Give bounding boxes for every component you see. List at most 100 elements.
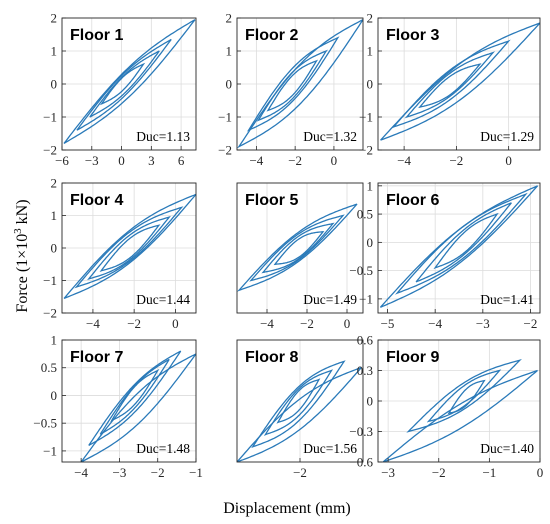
y-tick-label: −2 (218, 143, 232, 158)
hysteresis-series (379, 185, 539, 308)
ductility-label: Duc=1.40 (480, 441, 534, 456)
x-tick-label: 0 (331, 153, 338, 168)
y-tick-label: 0.5 (357, 207, 373, 222)
x-tick-label: 6 (178, 153, 185, 168)
hysteresis-loop (263, 369, 334, 436)
ductility-label: Duc=1.29 (480, 129, 534, 144)
y-tick-label: 0 (367, 77, 374, 92)
hysteresis-loop (447, 379, 486, 415)
hysteresis-loop (246, 36, 340, 132)
y-tick-label: 2 (51, 11, 58, 26)
y-tick-label: −0.5 (349, 263, 373, 278)
hysteresis-series (80, 350, 196, 462)
panel-floor-1: −6 −3 0 3 6 −2 −1 0 1 2 Floor 1 Duc=1.13 (43, 11, 197, 168)
ductility-label: Duc=1.48 (136, 441, 190, 456)
panel-floor-6: −5 −4 −3 −2 −1 −0.5 0 0.5 1 Floor 6 Duc=1.41 (349, 178, 541, 331)
hysteresis-loop (415, 202, 512, 283)
hysteresis-loop (99, 224, 161, 273)
y-tick-label: −0.3 (349, 424, 373, 439)
x-tick-label: 3 (148, 153, 155, 168)
hysteresis-loop (256, 49, 328, 122)
x-tick-label: −2 (293, 465, 307, 480)
x-tick-label: −3 (381, 465, 395, 480)
panel-title: Floor 3 (386, 27, 439, 44)
y-tick-label: −1 (359, 110, 373, 125)
y-tick-label: −1 (43, 110, 57, 125)
x-tick-label: 0 (118, 153, 125, 168)
hysteresis-loop (276, 378, 321, 424)
panel-floor-2: −4 −2 0 −2 −1 0 1 2 Floor 2 Duc=1.32 (218, 11, 364, 168)
ductility-label: Duc=1.44 (136, 292, 190, 307)
x-tick-label: −4 (74, 465, 88, 480)
x-tick-label: −2 (449, 153, 463, 168)
hysteresis-loop (394, 192, 528, 295)
y-tick-label: 1 (226, 44, 233, 59)
panel-title: Floor 2 (245, 27, 298, 44)
x-tick-label: −2 (432, 465, 446, 480)
panel-floor-3: −4 −2 0 −2 −1 0 1 2 Floor 3 Duc=1.29 (359, 11, 541, 168)
ductility-label: Duc=1.32 (303, 129, 357, 144)
hysteresis-loop (237, 366, 362, 462)
x-tick-label: 0 (537, 465, 544, 480)
y-tick-label: 1 (51, 208, 58, 223)
panel-floor-7: −4 −3 −2 −1 −1 −0.5 0 0.5 1 Floor 7 Duc=1.48 (33, 333, 203, 481)
hysteresis-loop (251, 360, 346, 449)
y-tick-label: 0.5 (41, 360, 57, 375)
panel-floor-9: −3 −2 −1 0 −0.6 −0.3 0 0.3 0.6 Floor 9 Duc=1.40 (349, 333, 543, 481)
x-tick-label: 0 (172, 316, 179, 331)
y-tick-label: 0.3 (357, 363, 373, 378)
x-tick-label: 0 (505, 153, 512, 168)
plot-frame (61, 339, 197, 463)
x-tick-label: −2 (524, 316, 538, 331)
y-tick-label: 1 (51, 44, 58, 59)
hysteresis-series (380, 22, 540, 141)
hysteresis-loop (379, 185, 539, 308)
y-tick-label: 0 (226, 77, 233, 92)
y-tick-label: 1 (367, 44, 374, 59)
hysteresis-loop (99, 358, 170, 435)
panel-title: Floor 1 (70, 27, 123, 44)
hysteresis-loop (99, 62, 146, 106)
panel-title: Floor 6 (386, 192, 439, 209)
y-tick-label: 0 (51, 241, 58, 256)
hysteresis-loop (391, 39, 511, 129)
hysteresis-series (237, 360, 362, 462)
y-axis-label-unit: kN) (14, 199, 31, 228)
hysteresis-loop (87, 215, 171, 281)
hysteresis-loop (74, 206, 184, 289)
y-tick-label: −1 (359, 291, 373, 306)
y-tick-label: 1 (367, 178, 374, 193)
hysteresis-loop (110, 368, 160, 423)
x-tick-label: −1 (482, 465, 496, 480)
y-tick-label: 0 (367, 235, 374, 250)
hysteresis-series (237, 203, 358, 292)
ductility-label: Duc=1.56 (303, 441, 357, 456)
y-tick-label: −2 (43, 306, 57, 321)
y-tick-label: −1 (218, 110, 232, 125)
hysteresis-loop (406, 359, 522, 433)
x-tick-label: −2 (151, 465, 165, 480)
y-axis-label-main: Force (1×10 (14, 234, 31, 313)
panel-floor-8: −2 Floor 8 Duc=1.56 (236, 339, 364, 480)
hysteresis-loop (404, 51, 496, 119)
hysteresis-loop (89, 50, 160, 118)
y-tick-label: −1 (43, 443, 57, 458)
y-tick-label: 2 (367, 11, 374, 26)
y-tick-label: −1 (43, 273, 57, 288)
panel-title: Floor 8 (245, 349, 298, 366)
x-tick-label: −3 (476, 316, 490, 331)
x-tick-label: −2 (288, 153, 302, 168)
hysteresis-loop (80, 353, 196, 462)
y-tick-label: 2 (226, 11, 233, 26)
x-tick-label: −4 (86, 316, 100, 331)
x-tick-label: −3 (85, 153, 99, 168)
x-tick-label: 0 (344, 316, 351, 331)
x-tick-label: −4 (428, 316, 442, 331)
hysteresis-series (237, 18, 363, 149)
plot-frame (236, 182, 364, 314)
hysteresis-loop (380, 22, 540, 141)
panel-floor-5: −4 −2 0 Floor 5 Duc=1.49 (236, 182, 364, 331)
hysteresis-loop (76, 38, 172, 131)
hysteresis-loop (418, 63, 482, 109)
